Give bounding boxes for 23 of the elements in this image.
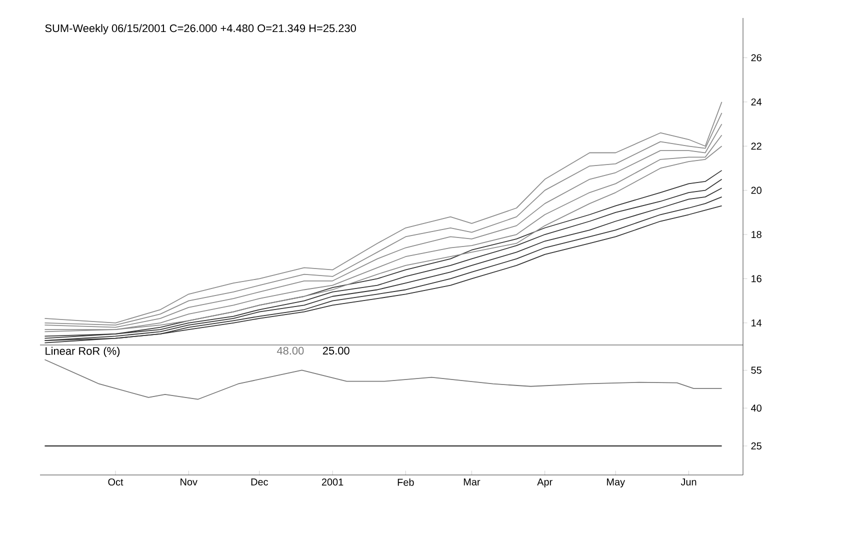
x-tick-label: Nov (180, 478, 198, 486)
y-tick-label: 26 (751, 54, 762, 62)
annotation: 48.00 (276, 346, 304, 355)
text: SUM-Weekly 06/15/2001 C=26.000 +4.480 O=21.349 H=25.230 (45, 24, 356, 34)
y-tick-label: 25 (751, 442, 762, 450)
y-tick-label: 16 (752, 275, 762, 282)
y-tick-label: 14 (752, 319, 762, 326)
x-tick-label: 2001 (322, 478, 344, 486)
y-tick-label: 18 (752, 230, 762, 238)
x-tick-label: Apr (537, 478, 552, 488)
chart-title: Linear RoR (%) (46, 346, 120, 358)
x-tick-label: Feb (398, 478, 414, 486)
annotation: 25.00 (322, 346, 350, 355)
y-tick-label: 24 (751, 98, 762, 106)
x-tick-label: Oct (108, 478, 124, 486)
x-tick-label: Dec (251, 478, 268, 486)
x-tick-label: May (607, 478, 626, 488)
y-tick-label: 40 (751, 404, 762, 412)
x-tick-label: Mar (464, 478, 480, 486)
y-tick-label: 20 (751, 186, 762, 194)
x-tick-label: Jun (680, 478, 696, 486)
y-tick-label: 55 (751, 366, 762, 374)
y-tick-label: 22 (751, 142, 762, 150)
